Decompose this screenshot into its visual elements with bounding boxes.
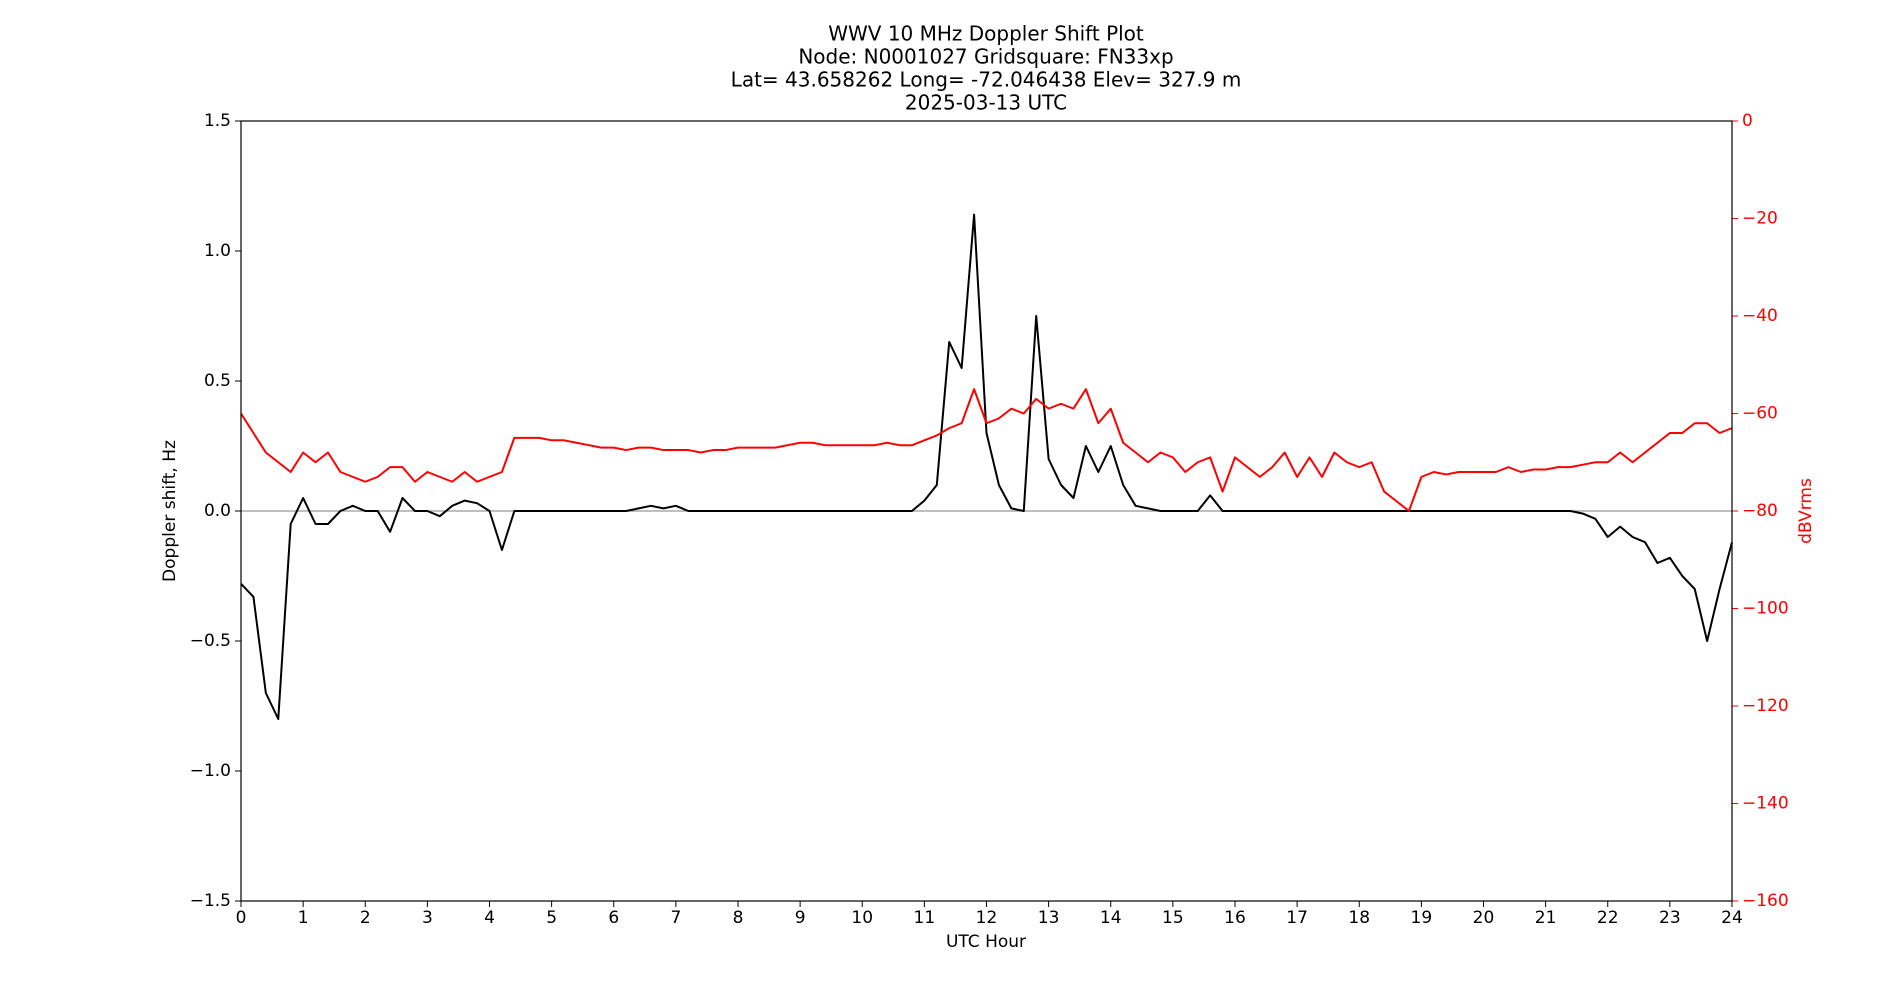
chart-title: WWV 10 MHz Doppler Shift Plot bbox=[828, 22, 1144, 46]
y2-tick-label: −20 bbox=[1742, 209, 1778, 229]
x-tick-label: 24 bbox=[1721, 908, 1743, 928]
x-tick-label: 17 bbox=[1286, 908, 1308, 928]
y-tick-label: 1.0 bbox=[204, 241, 231, 261]
x-tick-label: 16 bbox=[1224, 908, 1246, 928]
x-tick-label: 0 bbox=[236, 908, 247, 928]
y2-tick-label: −100 bbox=[1742, 599, 1789, 619]
x-axis-label: UTC Hour bbox=[946, 932, 1026, 952]
x-tick-label: 6 bbox=[608, 908, 619, 928]
data-line bbox=[240, 388, 1733, 512]
x-tick-label: 20 bbox=[1473, 908, 1495, 928]
x-tick-label: 9 bbox=[795, 908, 806, 928]
chart-subtitle: 2025-03-13 UTC bbox=[905, 91, 1067, 115]
y-tick-label: 1.5 bbox=[204, 111, 231, 131]
x-tick-label: 14 bbox=[1100, 908, 1122, 928]
x-tick-label: 18 bbox=[1348, 908, 1370, 928]
y2-tick-label: −60 bbox=[1742, 404, 1778, 424]
chart-subtitle: Node: N0001027 Gridsquare: FN33xp bbox=[798, 45, 1173, 69]
x-tick-label: 1 bbox=[298, 908, 309, 928]
y-tick-label: 0.0 bbox=[204, 501, 231, 521]
chart-subtitle: Lat= 43.658262 Long= -72.046438 Elev= 32… bbox=[731, 68, 1242, 92]
y-axis-label: Doppler shift, Hz bbox=[160, 440, 180, 582]
y2-tick-label: −120 bbox=[1742, 696, 1789, 716]
y-tick-label: −1.5 bbox=[190, 891, 231, 911]
y2-tick-label: −140 bbox=[1742, 794, 1789, 814]
y2-tick-label: −80 bbox=[1742, 501, 1778, 521]
y2-axis-label: dBVrms bbox=[1796, 478, 1816, 544]
x-tick-label: 23 bbox=[1659, 908, 1681, 928]
x-tick-label: 7 bbox=[670, 908, 681, 928]
x-tick-label: 5 bbox=[546, 908, 557, 928]
x-tick-label: 3 bbox=[422, 908, 433, 928]
title-block: WWV 10 MHz Doppler Shift Plot Node: N000… bbox=[731, 22, 1242, 115]
x-tick-label: 10 bbox=[851, 908, 873, 928]
y2-tick-label: −40 bbox=[1742, 306, 1778, 326]
data-line bbox=[240, 213, 1733, 720]
x-tick-label: 21 bbox=[1535, 908, 1557, 928]
x-tick-label: 19 bbox=[1411, 908, 1433, 928]
x-tick-label: 11 bbox=[914, 908, 936, 928]
x-tick-label: 13 bbox=[1038, 908, 1060, 928]
x-tick-label: 12 bbox=[976, 908, 998, 928]
y-tick-label: −0.5 bbox=[190, 631, 231, 651]
plot-frame bbox=[240, 120, 1733, 902]
x-tick-label: 4 bbox=[484, 908, 495, 928]
x-tick-label: 2 bbox=[360, 908, 371, 928]
y2-tick-label: −160 bbox=[1742, 891, 1789, 911]
y-tick-label: −1.0 bbox=[190, 761, 231, 781]
x-tick-label: 15 bbox=[1162, 908, 1184, 928]
x-tick-label: 22 bbox=[1597, 908, 1619, 928]
y-tick-label: 0.5 bbox=[204, 371, 231, 391]
x-tick-label: 8 bbox=[733, 908, 744, 928]
y2-tick-label: 0 bbox=[1742, 111, 1753, 131]
